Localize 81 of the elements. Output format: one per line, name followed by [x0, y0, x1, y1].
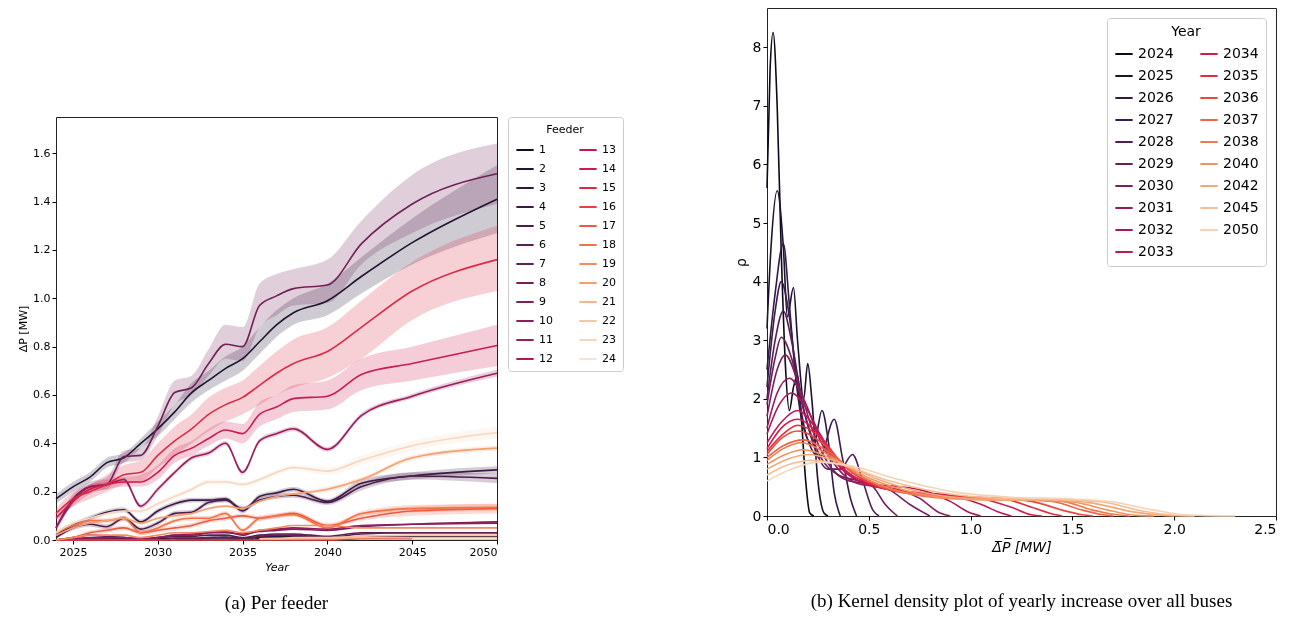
- legend-label: 13: [602, 143, 616, 156]
- x-tick-label: 1.5: [1061, 520, 1085, 537]
- legend-label: 6: [539, 238, 546, 251]
- legend-label: 2030: [1138, 177, 1174, 193]
- y-tick-label: 1.6: [33, 146, 51, 160]
- legend-label: 2036: [1223, 89, 1259, 105]
- legend-label: 2024: [1138, 45, 1174, 61]
- legend-label: 5: [539, 219, 546, 232]
- y-tick-label: 3: [752, 331, 762, 348]
- y-tick-label: 1.4: [33, 195, 51, 209]
- legend-label: 2026: [1138, 89, 1174, 105]
- legend-label: 2040: [1223, 155, 1259, 171]
- legend-label: 4: [539, 200, 546, 213]
- y-tick-label: 4: [752, 273, 762, 290]
- legend-label: 10: [539, 314, 553, 327]
- legend-label: 24: [602, 352, 616, 365]
- y-tick-label: 0.4: [33, 436, 51, 450]
- y-tick-label: 0: [752, 507, 762, 524]
- legend-label: 2025: [1138, 67, 1174, 83]
- legend-label: 2: [539, 162, 546, 175]
- legend-title: Year: [1170, 23, 1202, 39]
- legend-label: 14: [602, 162, 616, 175]
- legend-label: 2033: [1138, 243, 1174, 259]
- legend-label: 8: [539, 276, 546, 289]
- y-tick-label: 6: [752, 155, 762, 172]
- x-tick-label: 2045: [398, 545, 427, 559]
- legend-label: 22: [602, 314, 616, 327]
- y-tick-label: 0.8: [33, 340, 51, 354]
- legend-label: 9: [539, 295, 546, 308]
- legend-label: 2027: [1138, 111, 1174, 127]
- text: (b) Kernel density plot of yearly increase over all buses: [810, 590, 1233, 612]
- y-tick-label: 0.0: [33, 533, 51, 547]
- x-tick-label: 0.5: [858, 520, 881, 537]
- legend-label: 2028: [1138, 133, 1174, 149]
- y-tick-label: 7: [752, 97, 762, 114]
- legend-label: 3: [539, 181, 546, 194]
- x-tick-label: 2.5: [1254, 520, 1277, 537]
- legend-label: 15: [602, 181, 616, 194]
- x-axis-title: Δ̅P̅ [MW]: [991, 537, 1052, 555]
- x-tick-label: 2025: [59, 545, 88, 559]
- legend-label: 1: [539, 143, 546, 156]
- legend-label: 2032: [1138, 221, 1174, 237]
- legend-label: 2031: [1138, 199, 1174, 215]
- legend-label: 16: [602, 200, 616, 213]
- legend-label: 18: [602, 238, 616, 251]
- y-axis-title: ρ: [732, 257, 749, 267]
- legend-label: 2035: [1223, 67, 1259, 83]
- legend-label: 19: [602, 257, 616, 270]
- x-tick-label: 2035: [229, 545, 258, 559]
- legend-label: 2029: [1138, 155, 1174, 171]
- legend-title: Feeder: [546, 123, 585, 136]
- y-tick-label: 1.0: [33, 291, 51, 305]
- x-tick-label: 2050: [469, 545, 498, 559]
- y-tick-label: 2: [752, 390, 762, 407]
- legend-label: 20: [602, 276, 616, 289]
- legend-label: 2038: [1223, 133, 1259, 149]
- legend-label: 11: [539, 333, 553, 346]
- y-tick-label: 1.2: [33, 243, 51, 257]
- x-tick-label: 2030: [144, 545, 173, 559]
- y-tick-label: 8: [752, 38, 762, 55]
- legend-label: 2045: [1223, 199, 1259, 215]
- x-tick-label: 0.0: [767, 520, 790, 537]
- legend-label: 2050: [1223, 221, 1259, 237]
- legend-label: 2034: [1223, 45, 1259, 61]
- x-tick-label: 2.0: [1163, 520, 1186, 537]
- x-tick-label: 1.0: [959, 520, 983, 537]
- legend-label: 12: [539, 352, 553, 365]
- y-axis-title: ΔP [MW]: [17, 305, 31, 353]
- y-tick-label: 1: [752, 448, 762, 465]
- text: (a) Per feeder: [224, 592, 329, 614]
- y-tick-label: 0.6: [33, 388, 51, 402]
- legend-label: 21: [602, 295, 616, 308]
- legend-label: 7: [539, 257, 546, 270]
- legend-label: 17: [602, 219, 616, 232]
- legend-label: 23: [602, 333, 616, 346]
- x-axis-title: Year: [265, 560, 291, 574]
- y-tick-label: 5: [752, 214, 762, 231]
- y-tick-label: 0.2: [33, 485, 51, 499]
- legend-label: 2037: [1223, 111, 1259, 127]
- legend-label: 2042: [1223, 177, 1259, 193]
- x-tick-label: 2040: [313, 545, 342, 559]
